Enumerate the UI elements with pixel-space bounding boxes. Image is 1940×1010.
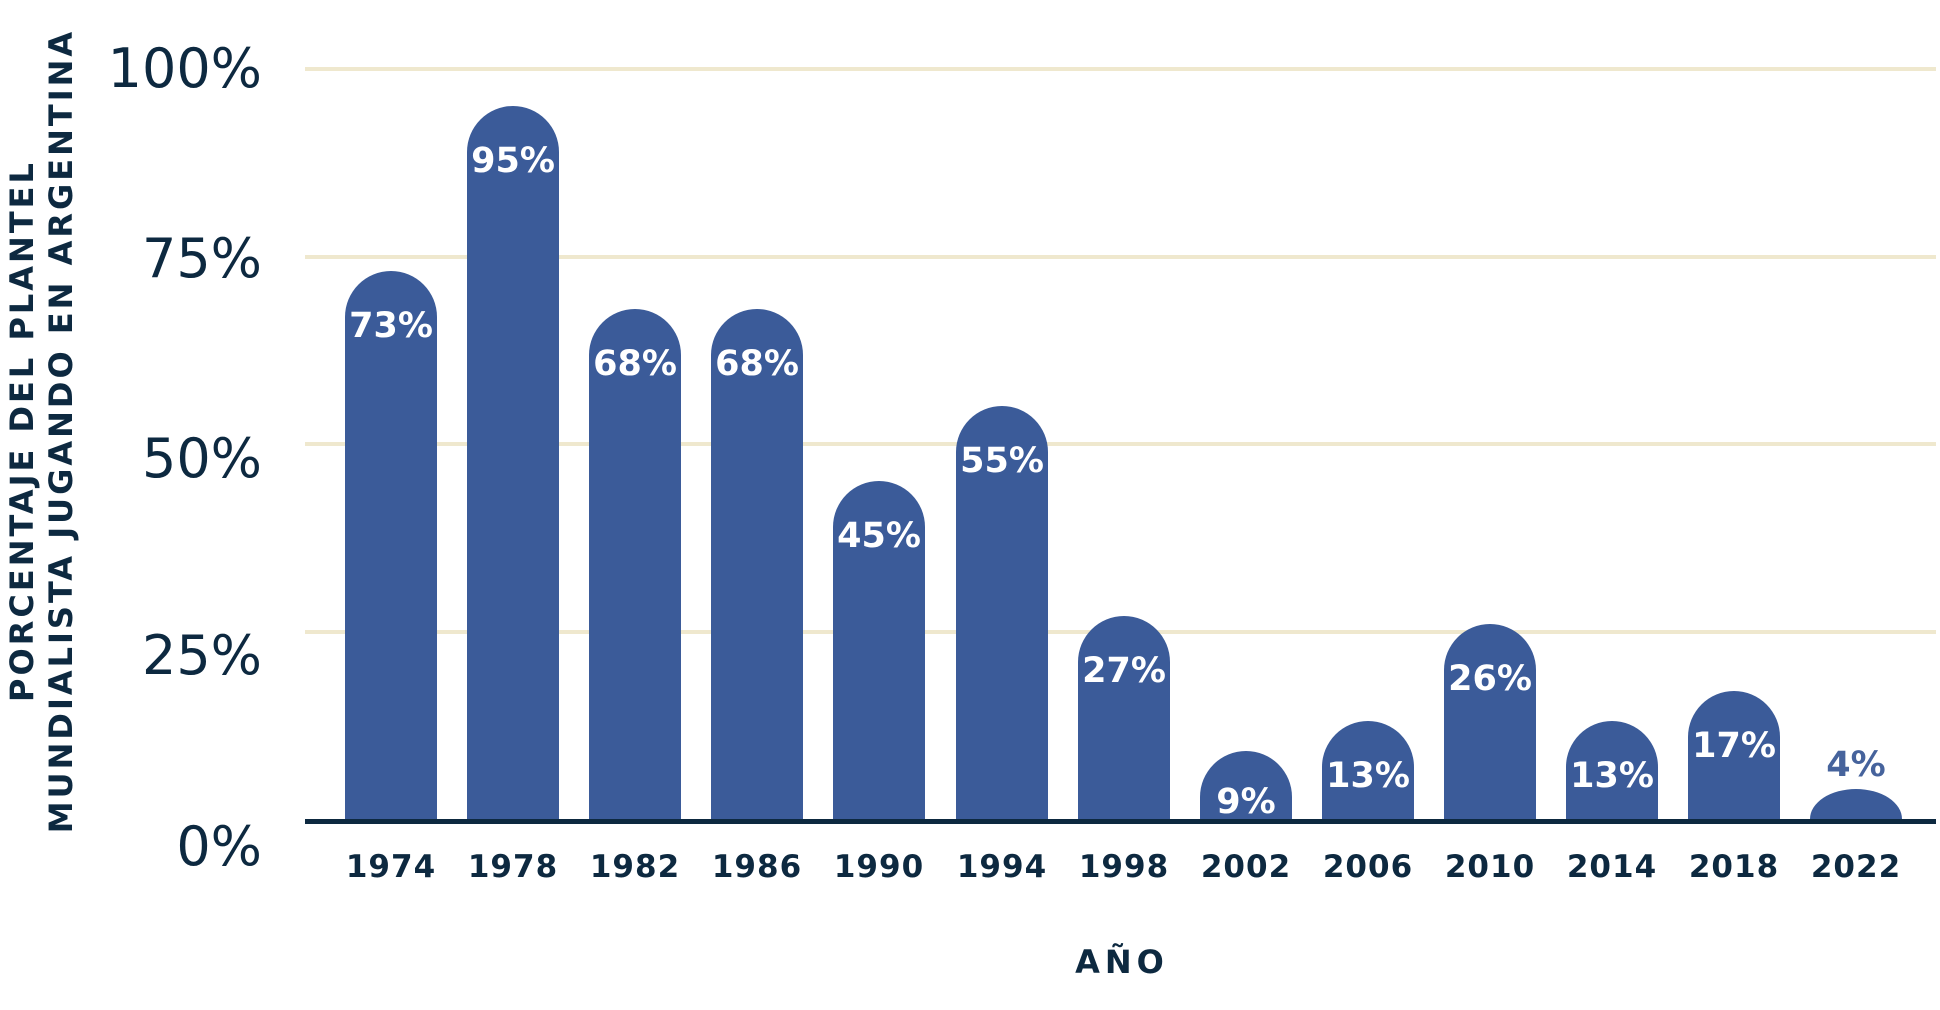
x-axis-title: AÑO — [1075, 943, 1169, 981]
x-tick-1986: 1986 — [711, 849, 803, 885]
y-tick-75: 75% — [141, 226, 262, 290]
gridline-75 — [305, 254, 1936, 259]
bar-2018 — [1688, 691, 1780, 819]
x-tick-1974: 1974 — [345, 849, 437, 885]
bar-1986 — [711, 309, 803, 819]
x-tick-2006: 2006 — [1322, 849, 1414, 885]
bar-1982 — [589, 309, 681, 819]
x-tick-1990: 1990 — [833, 849, 925, 885]
bar-value-label-1998: 27% — [1082, 651, 1166, 691]
bar-2022 — [1810, 789, 1902, 819]
bar-value-label-2002: 9% — [1216, 782, 1276, 822]
gridline-100 — [305, 67, 1936, 71]
bar-2002 — [1200, 751, 1292, 819]
bar-value-label-1978: 95% — [471, 141, 555, 181]
bar-value-label-1974: 73% — [349, 306, 433, 346]
bar-value-label-1982: 68% — [593, 344, 677, 384]
x-axis-line — [305, 819, 1936, 824]
bar-value-label-2022: 4% — [1826, 745, 1886, 785]
x-tick-1978: 1978 — [467, 849, 559, 885]
x-tick-2010: 2010 — [1444, 849, 1536, 885]
bar-1978 — [467, 106, 559, 819]
y-tick-0: 0% — [176, 815, 262, 878]
bar-2010 — [1444, 624, 1536, 819]
bar-value-label-2014: 13% — [1570, 756, 1654, 796]
x-tick-1982: 1982 — [589, 849, 681, 885]
bar-value-label-2006: 13% — [1326, 756, 1410, 796]
x-tick-2014: 2014 — [1566, 849, 1658, 885]
x-tick-1994: 1994 — [956, 849, 1048, 885]
gridline-50 — [305, 442, 1936, 446]
bar-2014 — [1566, 721, 1658, 819]
bar-1974 — [345, 271, 437, 819]
y-tick-50: 50% — [141, 427, 262, 490]
bar-1990 — [833, 481, 925, 819]
y-tick-25: 25% — [141, 623, 262, 687]
x-tick-1998: 1998 — [1078, 849, 1170, 885]
x-tick-2002: 2002 — [1200, 849, 1292, 885]
x-tick-2018: 2018 — [1688, 849, 1780, 885]
bar-2006 — [1322, 721, 1414, 819]
bar-value-label-1986: 68% — [715, 344, 799, 384]
bar-1994 — [956, 406, 1048, 819]
bar-value-label-1990: 45% — [837, 516, 921, 556]
bar-value-label-2010: 26% — [1448, 659, 1532, 699]
bar-1998 — [1078, 616, 1170, 819]
y-tick-100: 100% — [107, 37, 262, 100]
x-tick-2022: 2022 — [1810, 849, 1902, 885]
bar-value-label-2018: 17% — [1692, 726, 1776, 766]
bar-value-label-1994: 55% — [960, 441, 1044, 481]
